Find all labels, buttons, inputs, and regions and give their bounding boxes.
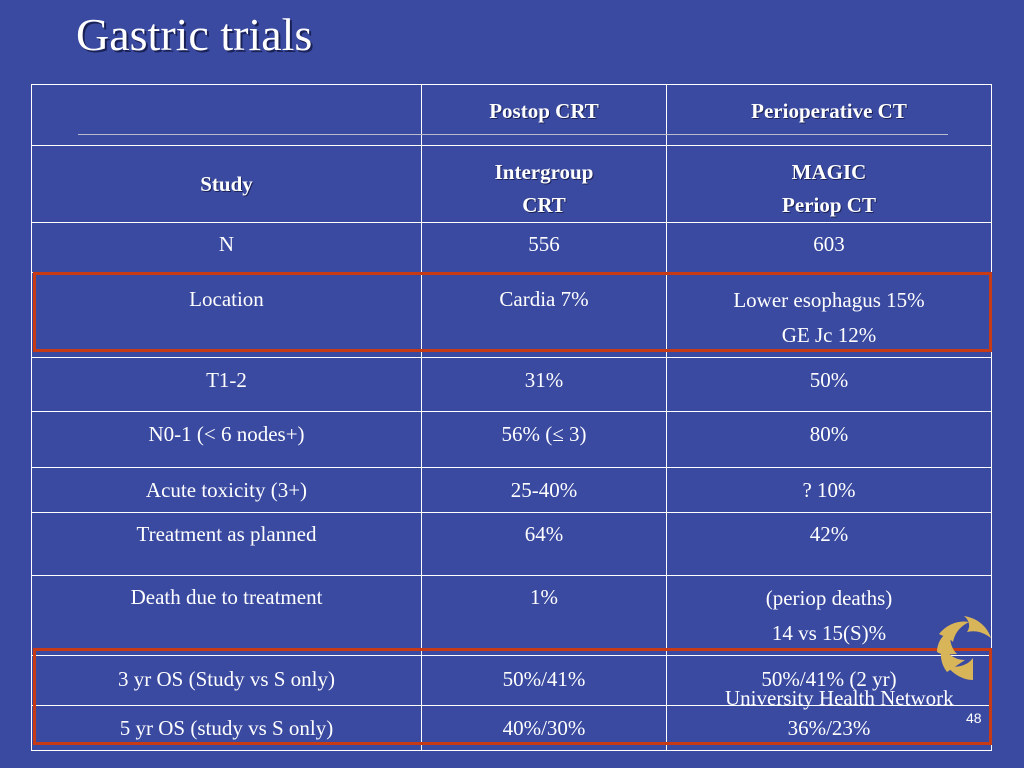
slide-title: Gastric trials — [76, 9, 313, 60]
table-row: N0-1 (< 6 nodes+) 56% (≤ 3) 80% — [31, 411, 992, 468]
row-col3: 50% — [666, 357, 992, 412]
row-col2: 64% — [421, 512, 667, 576]
table-header-row: Postop CRT Perioperative CT — [31, 84, 992, 146]
header-divider — [78, 134, 948, 135]
table-row: T1-2 31% 50% — [31, 357, 992, 412]
study-col3-line2: Periop CT — [782, 193, 876, 217]
row-col3: (periop deaths) 14 vs 15(S)% — [666, 575, 992, 656]
study-col2-line2: CRT — [522, 193, 566, 217]
page-number: 48 — [966, 710, 982, 726]
table-row: Location Cardia 7% Lower esophagus 15% G… — [31, 272, 992, 358]
row-label: Death due to treatment — [31, 575, 422, 656]
organization-name: University Health Network — [725, 686, 954, 710]
row-label: Acute toxicity (3+) — [31, 467, 422, 513]
row-col2: 1% — [421, 575, 667, 656]
row-col2: 25-40% — [421, 467, 667, 513]
study-label: Study — [31, 145, 422, 223]
row-col3: 603 — [666, 222, 992, 273]
row-col3-line2: 14 vs 15(S)% — [771, 621, 887, 645]
row-col3: 50%/41% (2 yr) — [666, 655, 992, 706]
row-col2: 56% (≤ 3) — [421, 411, 667, 468]
row-col3: Lower esophagus 15% GE Jc 12% — [666, 272, 992, 358]
table-row: N 556 603 — [31, 222, 992, 273]
study-col3-line1: MAGIC — [791, 160, 867, 184]
row-label: Location — [31, 272, 422, 358]
study-col2: Intergroup CRT — [421, 145, 667, 223]
row-col3: 42% — [666, 512, 992, 576]
row-col3: 80% — [666, 411, 992, 468]
study-col3: MAGIC Periop CT — [666, 145, 992, 223]
study-row: Study Intergroup CRT MAGIC Periop CT — [31, 145, 992, 223]
row-label: Treatment as planned — [31, 512, 422, 576]
uhn-logo-icon — [937, 616, 991, 680]
row-col3-line1: (periop deaths) — [765, 586, 893, 610]
comparison-table: Postop CRT Perioperative CT Study Interg… — [31, 84, 992, 751]
row-label: N0-1 (< 6 nodes+) — [31, 411, 422, 468]
table-row: Treatment as planned 64% 42% — [31, 512, 992, 576]
row-col2: 556 — [421, 222, 667, 273]
row-col2: Cardia 7% — [421, 272, 667, 358]
row-label: 3 yr OS (Study vs S only) — [31, 655, 422, 706]
row-col3-line1: Lower esophagus 15% — [733, 288, 925, 312]
table-row: 3 yr OS (Study vs S only) 50%/41% 50%/41… — [31, 655, 992, 706]
table-row: Acute toxicity (3+) 25-40% ? 10% — [31, 467, 992, 513]
table-row: Death due to treatment 1% (periop deaths… — [31, 575, 992, 656]
row-col2: 31% — [421, 357, 667, 412]
header-cell-empty — [31, 84, 422, 146]
row-col3: ? 10% — [666, 467, 992, 513]
row-label: T1-2 — [31, 357, 422, 412]
highlight-box-survival — [33, 648, 992, 745]
study-col2-line1: Intergroup — [494, 160, 594, 184]
header-cell-periop: Perioperative CT — [666, 84, 992, 146]
highlight-box-location — [33, 272, 992, 352]
header-cell-postop: Postop CRT — [421, 84, 667, 146]
row-label: N — [31, 222, 422, 273]
row-col3-line2: GE Jc 12% — [781, 323, 877, 347]
